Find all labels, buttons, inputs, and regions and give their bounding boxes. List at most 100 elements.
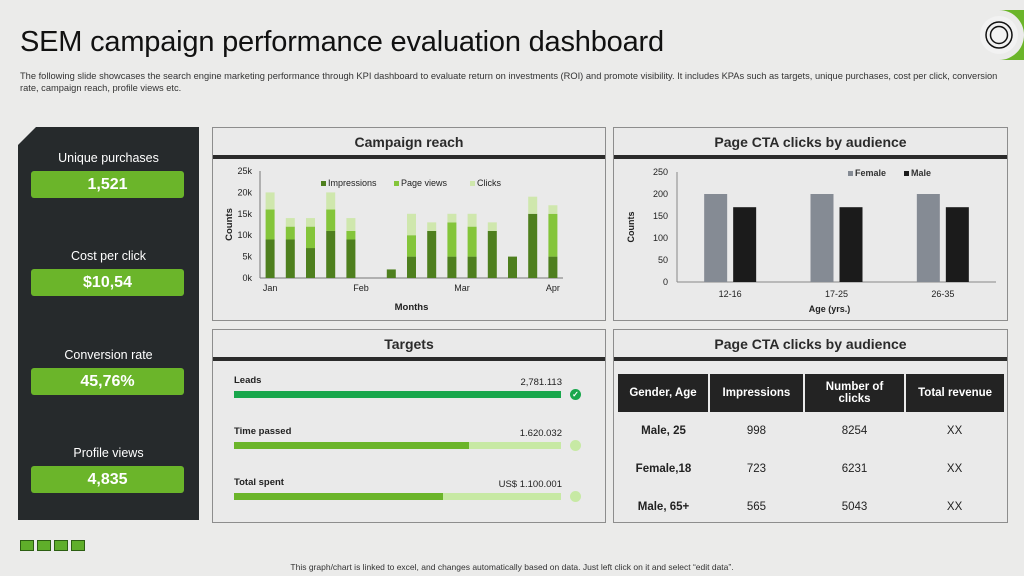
legend-label: Clicks (477, 178, 501, 188)
target-status-dot (570, 491, 581, 502)
kpi-label-profile-views: Profile views (73, 446, 144, 460)
y-axis-label: Counts (224, 208, 235, 241)
kpi-value-conversion-rate: 45,76% (31, 368, 184, 395)
table-header: Total revenue (905, 374, 1004, 412)
bar-page-views (447, 222, 457, 257)
bar-impressions (447, 256, 457, 278)
bar-female (916, 194, 940, 282)
bar-clicks (548, 205, 558, 214)
bar-clicks (346, 218, 356, 231)
x-tick-label: Jan (263, 283, 278, 293)
table-cell: 565 (746, 501, 766, 513)
table-cell: 5043 (841, 501, 868, 513)
table-cell: Male, 25 (641, 425, 686, 437)
x-tick-label: Feb (353, 283, 369, 293)
bar-page-views (548, 213, 558, 257)
target-value-total-spent: US$ 1.100.001 (498, 479, 562, 490)
y-tick-label: 250 (653, 167, 668, 177)
bar-clicks (326, 192, 336, 210)
bar-impressions (407, 256, 416, 278)
kpi-label-conversion-rate: Conversion rate (64, 348, 153, 362)
bar-impressions (285, 239, 295, 278)
table-row: Male, 65+ 565 5043 XX (618, 488, 1004, 526)
bar-female (810, 194, 834, 282)
legend-swatch (904, 171, 909, 176)
table-cell: 6231 (841, 463, 868, 475)
decorative-squares (20, 538, 88, 556)
page-description: The following slide showcases the search… (20, 71, 998, 93)
table-cell: XX (946, 425, 963, 437)
logo-icon (980, 10, 1024, 60)
target-value-leads: 2,781.113 (520, 377, 562, 388)
bar-clicks (528, 196, 538, 214)
table-header: Number of clicks (803, 374, 907, 412)
bar-clicks (306, 218, 315, 227)
kpi-label-cost-per-click: Cost per click (70, 249, 147, 263)
x-axis-label: Age (yrs.) (809, 304, 851, 314)
legend-swatch (848, 171, 853, 176)
bar-male (945, 207, 969, 282)
table-header: Impressions (708, 374, 805, 412)
kpi-value-profile-views: 4,835 (31, 466, 184, 493)
target-bar-leads (234, 391, 561, 398)
campaign-reach-chart[interactable]: 0k 5k 10k 15k 20k 25k Jan Feb Mar Apr Months Counts… (213, 160, 605, 320)
bar-impressions (528, 213, 538, 278)
y-tick-label: 20k (237, 187, 252, 197)
target-bar-total-spent (234, 493, 561, 500)
kpi-panel: Unique purchases 1,521 Cost per click $1… (18, 127, 199, 520)
bar-impressions (306, 248, 315, 278)
y-tick-label: 100 (653, 233, 668, 243)
x-tick-label: 17-25 (825, 289, 848, 299)
footnote: This graph/chart is linked to excel, and… (290, 562, 734, 572)
y-tick-label: 10k (237, 230, 252, 240)
targets-card: Targets Leads 2,781.113 ✓ Time passed 1.… (212, 329, 606, 523)
legend-swatch (470, 181, 475, 186)
target-label-time-passed: Time passed (234, 426, 292, 437)
cta-table-card: Page CTA clicks by audience Gender, Age … (613, 329, 1008, 523)
y-tick-label: 150 (653, 211, 668, 221)
bar-page-views (346, 230, 356, 240)
target-label-total-spent: Total spent (234, 477, 284, 488)
x-axis-label: Months (395, 302, 429, 313)
y-tick-label: 200 (653, 189, 668, 199)
bar-impressions (386, 269, 396, 278)
bar-clicks (407, 213, 416, 236)
bar-impressions (467, 256, 477, 278)
table-cell: Female,18 (635, 463, 692, 475)
bar-page-views (306, 226, 315, 249)
bar-impressions (548, 256, 558, 278)
bar-page-views (265, 209, 275, 240)
bar-impressions (487, 230, 497, 278)
bar-impressions (265, 239, 275, 278)
y-axis-label: Counts (626, 212, 636, 243)
target-status-dot (570, 440, 581, 451)
bar-male (733, 207, 757, 282)
y-tick-label: 15k (237, 209, 252, 219)
table-cell: XX (946, 501, 963, 513)
legend-swatch (321, 181, 326, 186)
y-tick-label: 0k (242, 273, 252, 283)
cta-chart-card: Page CTA clicks by audience 0 50 100 150 200… (613, 127, 1008, 321)
bar-page-views (407, 235, 416, 257)
cta-chart-title: Page CTA clicks by audience (714, 134, 907, 150)
bar-clicks (427, 222, 437, 231)
kpi-label-unique-purchases: Unique purchases (58, 151, 159, 165)
cta-table-title: Page CTA clicks by audience (714, 336, 907, 352)
bar-clicks (285, 218, 295, 227)
table-row: Male, 25 998 8254 XX (618, 412, 1004, 450)
bar-clicks (447, 213, 457, 223)
targets-title: Targets (384, 336, 434, 352)
cta-clicks-chart[interactable]: 0 50 100 150 200 250 12-16 17-25 26-35 Age (yrs.)… (614, 160, 1007, 320)
legend-label: Male (911, 168, 931, 178)
kpi-value-cost-per-click: $10,54 (31, 269, 184, 296)
bar-impressions (326, 230, 336, 278)
bar-male (839, 207, 863, 282)
x-tick-label: Apr (546, 283, 560, 293)
page-title: SEM campaign performance evaluation dash… (20, 26, 664, 58)
check-icon: ✓ (570, 389, 581, 400)
target-bar-time-passed (234, 442, 561, 449)
table-row: Female,18 723 6231 XX (618, 450, 1004, 488)
bar-impressions (427, 230, 437, 278)
legend-swatch (394, 181, 399, 186)
bar-female (704, 194, 728, 282)
